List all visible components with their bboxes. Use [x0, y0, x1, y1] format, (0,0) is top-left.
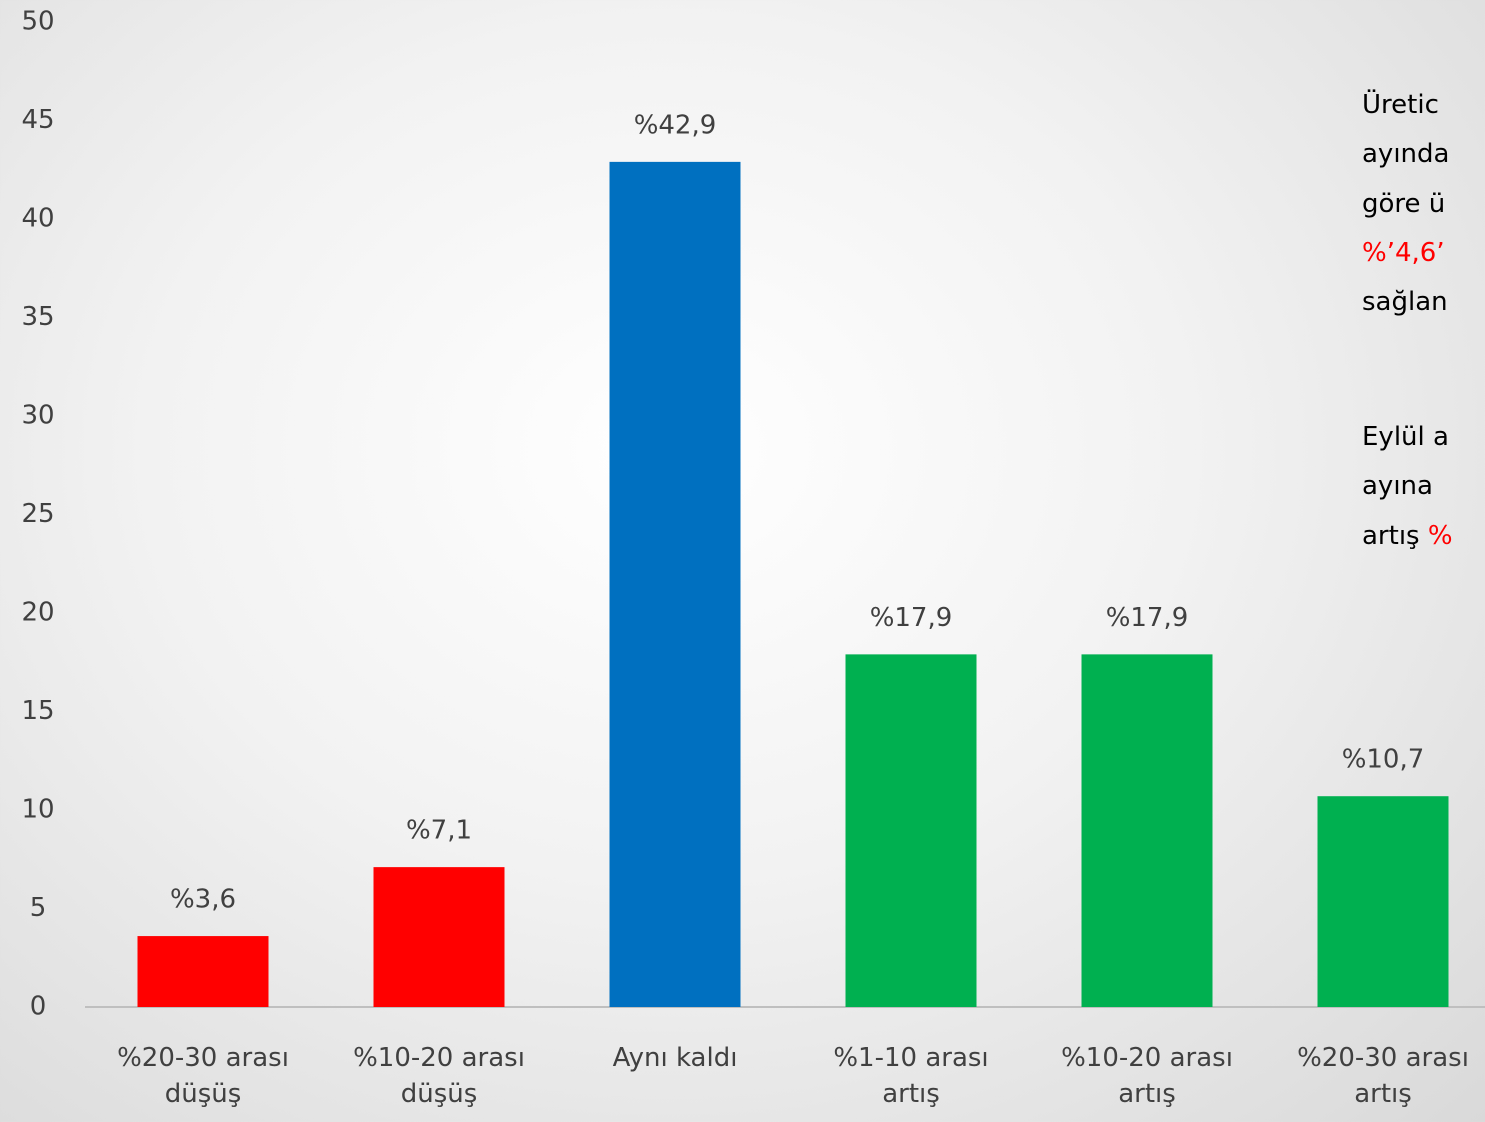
bar	[1317, 796, 1449, 1007]
annotation-segment: %’4,6’	[1362, 238, 1445, 268]
bar	[845, 654, 977, 1007]
y-tick-label: 15	[21, 696, 54, 726]
bar	[1081, 654, 1213, 1007]
bar	[373, 867, 505, 1007]
y-tick-label: 25	[21, 499, 54, 529]
annotation: ayına	[1362, 471, 1433, 501]
y-tick-label: 40	[21, 204, 54, 234]
value-label: %3,6	[170, 885, 236, 915]
y-tick-label: 50	[21, 7, 54, 37]
annotation: ayında	[1362, 139, 1449, 169]
bar	[137, 936, 269, 1007]
annotation: göre ü	[1362, 189, 1445, 219]
annotation-segment: Eylül a	[1362, 422, 1449, 452]
y-tick-label: 35	[21, 302, 54, 332]
value-label: %17,9	[1106, 603, 1189, 633]
y-tick-label: 30	[21, 401, 54, 431]
value-label: %42,9	[634, 110, 717, 140]
annotation: artış %	[1362, 521, 1453, 551]
bar	[609, 161, 741, 1007]
x-tick-label: %20-30 arası artış	[1297, 1043, 1469, 1109]
annotation-segment: artış	[1362, 521, 1428, 551]
annotation: Üretic	[1362, 88, 1439, 120]
annotation-segment: ayına	[1362, 471, 1433, 501]
x-tick-label: %1-10 arası artış	[833, 1043, 989, 1109]
value-label: %7,1	[406, 816, 472, 846]
y-tick-label: 45	[21, 105, 54, 135]
y-tick-label: 20	[21, 598, 54, 628]
y-tick-label: 0	[30, 992, 47, 1022]
value-label: %17,9	[870, 603, 953, 633]
annotation-segment: sağlan	[1362, 287, 1448, 317]
value-label: %10,7	[1342, 745, 1425, 775]
annotation: Eylül a	[1362, 422, 1449, 452]
annotation: %’4,6’	[1362, 238, 1445, 268]
x-tick-label: Aynı kaldı	[612, 1043, 738, 1073]
y-tick-label: 10	[21, 795, 54, 825]
x-tick-label: %20-30 arası düşüş	[117, 1043, 289, 1109]
annotation-segment: ayında	[1362, 139, 1449, 169]
x-tick-label: %10-20 arası artış	[1061, 1043, 1233, 1109]
annotation: sağlan	[1362, 287, 1448, 317]
annotation-segment: Üretic	[1362, 88, 1439, 120]
y-tick-label: 5	[30, 893, 47, 923]
annotation-segment: %	[1428, 521, 1453, 551]
x-tick-label: %10-20 arası düşüş	[353, 1043, 525, 1109]
annotation-segment: göre ü	[1362, 189, 1445, 219]
